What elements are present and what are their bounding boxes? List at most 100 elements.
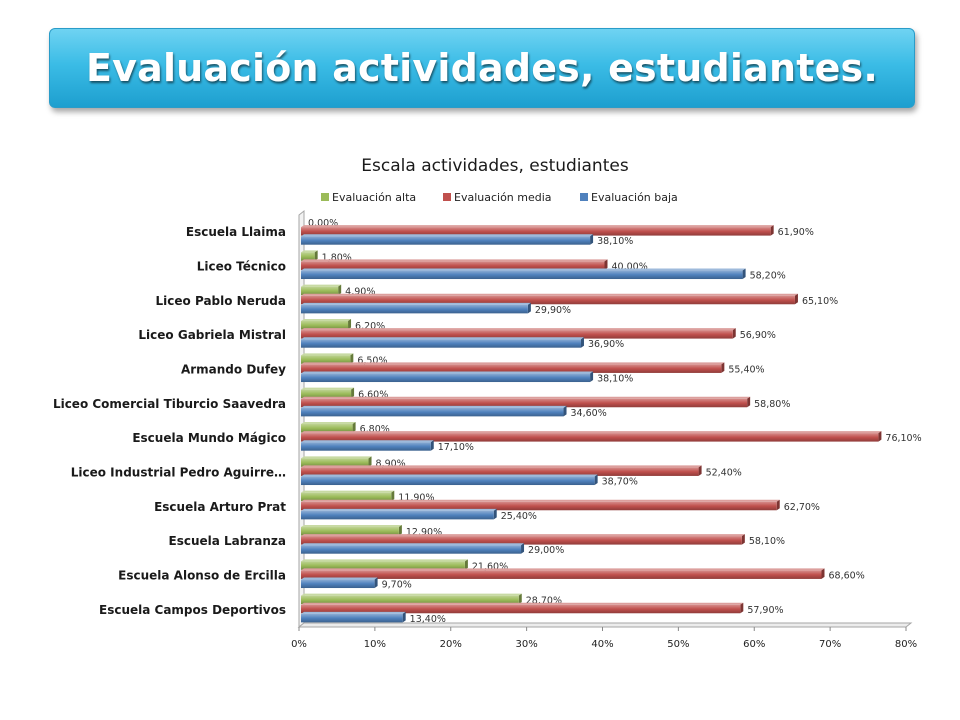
bar-end-media — [721, 362, 725, 373]
bar-end-media — [878, 431, 882, 442]
bar-baja — [301, 476, 595, 486]
bar-top-baja — [301, 337, 584, 340]
bar-alta — [301, 527, 399, 536]
bar-top-alta — [301, 250, 318, 253]
bar-end-media — [732, 328, 736, 339]
bar-alta — [301, 252, 315, 261]
bar-media — [301, 398, 748, 408]
bar-top-baja — [301, 508, 497, 511]
bar-media — [301, 433, 879, 442]
slide-title: Evaluación actividades, estudiantes. — [85, 46, 878, 90]
bar-top-alta — [301, 387, 355, 390]
bar-end-baja — [590, 371, 594, 383]
category-label: Escuela Campos Deportivos — [99, 603, 286, 617]
data-label-baja: 29,90% — [535, 305, 571, 316]
data-label-alta: 28,70% — [526, 596, 562, 607]
data-label-media: 57,90% — [747, 605, 783, 616]
legend-label-alta: Evaluación alta — [332, 191, 416, 204]
data-label-alta: 8,90% — [376, 458, 406, 469]
bar-end-alta — [464, 559, 468, 570]
bar-alta — [301, 458, 369, 467]
bar-top-alta — [301, 490, 395, 493]
bar-top-alta — [301, 353, 354, 356]
data-label-alta: 6,50% — [357, 355, 387, 366]
bar-top-alta — [301, 422, 356, 424]
bar-top-baja — [301, 577, 378, 580]
bar-end-media — [604, 259, 608, 270]
bar-media — [301, 364, 722, 373]
bar-media — [301, 467, 699, 476]
legend-label-baja: Evaluación baja — [591, 191, 678, 204]
data-label-alta: 21,60% — [472, 561, 508, 572]
x-tick-label: 10% — [364, 639, 386, 650]
bar-top-media — [301, 225, 774, 228]
bar-alta — [301, 286, 339, 296]
bar-top-media — [301, 396, 751, 399]
bar-end-alta — [391, 490, 395, 502]
bar-top-alta — [301, 559, 468, 562]
bar-top-baja — [301, 234, 594, 237]
legend-label-media: Evaluación media — [454, 191, 552, 204]
data-label-media: 40,00% — [612, 261, 648, 272]
bar-baja — [301, 304, 528, 314]
bar-top-media — [301, 293, 798, 296]
bar-end-alta — [398, 525, 402, 536]
bar-top-alta — [301, 284, 342, 287]
x-tick-label: 30% — [516, 639, 538, 650]
bar-end-media — [741, 534, 745, 545]
bar-end-baja — [742, 268, 746, 280]
x-tick-label: 80% — [895, 639, 917, 650]
bar-baja — [301, 373, 591, 383]
category-label: Escuela Alonso de Ercilla — [118, 569, 286, 583]
data-label-alta: 6,20% — [355, 321, 385, 332]
bar-baja — [301, 613, 403, 623]
bar-top-baja — [301, 405, 567, 408]
bar-end-media — [740, 602, 744, 614]
legend-swatch-baja — [580, 193, 588, 201]
bar-media — [301, 261, 605, 270]
bar-media — [301, 501, 777, 511]
bar-top-alta — [301, 593, 522, 596]
bar-alta — [301, 561, 465, 570]
bar-baja — [301, 339, 581, 348]
bar-top-baja — [301, 543, 525, 546]
category-label: Liceo Comercial Tiburcio Saavedra — [53, 397, 286, 411]
data-label-media: 65,10% — [802, 296, 838, 307]
data-label-alta: 6,80% — [360, 424, 390, 435]
bar-top-baja — [301, 611, 406, 614]
data-label-media: 68,60% — [829, 570, 865, 581]
data-label-baja: 38,70% — [602, 477, 638, 488]
bar-top-media — [301, 499, 780, 502]
category-label: Escuela Mundo Mágico — [132, 431, 286, 445]
bar-end-alta — [368, 456, 372, 467]
bar-end-alta — [350, 353, 354, 364]
bar-end-media — [821, 568, 825, 579]
bar-end-alta — [351, 387, 355, 399]
data-label-baja: 9,70% — [382, 580, 412, 591]
data-label-baja: 38,10% — [597, 236, 633, 247]
data-label-baja: 29,00% — [528, 545, 564, 556]
bar-end-media — [770, 225, 774, 236]
data-label-baja: 36,90% — [588, 339, 624, 350]
category-label: Escuela Llaima — [186, 225, 286, 239]
bar-top-media — [301, 328, 736, 331]
data-label-baja: 38,10% — [597, 374, 633, 385]
data-label-baja: 13,40% — [410, 614, 446, 625]
bar-top-alta — [301, 456, 372, 459]
bar-top-media — [301, 431, 882, 434]
bar-top-media — [301, 534, 745, 537]
bar-alta — [301, 389, 352, 399]
category-label: Armando Dufey — [181, 363, 286, 377]
bar-alta — [301, 424, 353, 433]
bar-top-baja — [301, 440, 434, 443]
bar-end-baja — [521, 543, 525, 554]
x-tick-label: 50% — [667, 639, 689, 650]
bar-end-alta — [352, 422, 356, 433]
category-label: Liceo Gabriela Mistral — [138, 328, 286, 342]
bar-alta — [301, 492, 392, 502]
bar-end-media — [794, 293, 798, 305]
bar-baja — [301, 545, 522, 554]
data-label-media: 58,80% — [754, 399, 790, 410]
bar-end-alta — [518, 593, 522, 605]
data-label-media: 52,40% — [706, 467, 742, 478]
